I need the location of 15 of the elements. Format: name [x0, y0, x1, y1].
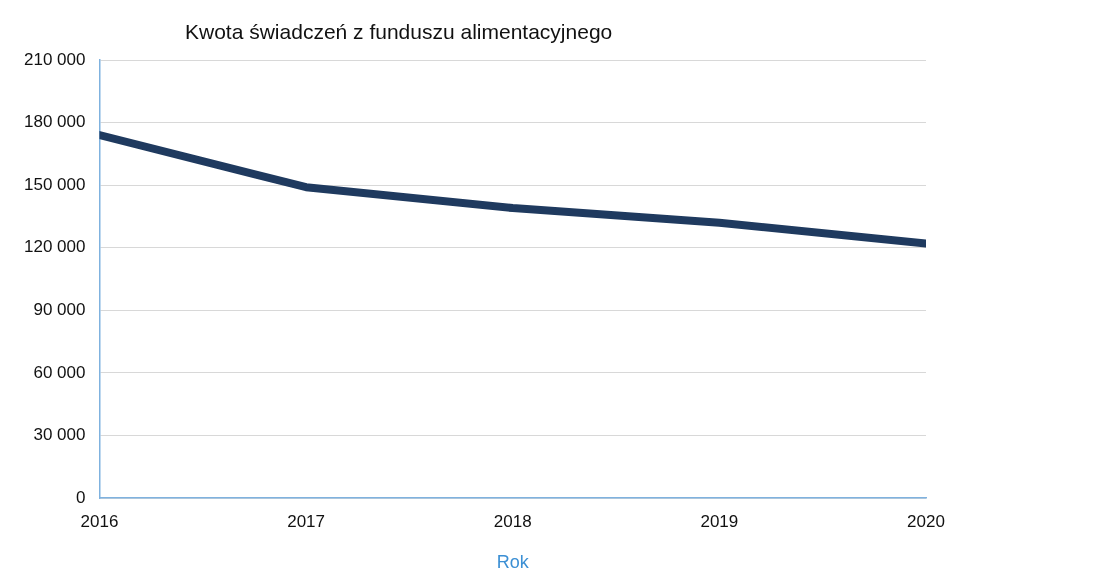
x-tick-label: 2016 — [80, 511, 119, 531]
x-tick-label: 2019 — [700, 511, 739, 531]
y-tick-label: 60 000 — [33, 362, 86, 382]
y-tick-label: 150 000 — [24, 174, 86, 194]
chart-title: Kwota świadczeń z funduszu alimentacyjnego — [185, 20, 613, 44]
y-tick-label: 90 000 — [33, 299, 86, 319]
y-tick-label: 30 000 — [33, 425, 86, 445]
y-tick-label: 210 000 — [24, 49, 86, 69]
x-axis-title: Rok — [496, 552, 530, 573]
x-tick-label: 2020 — [907, 511, 945, 531]
y-tick-label: 0 — [75, 487, 86, 507]
y-tick-label: 120 000 — [24, 237, 86, 257]
x-tick-label: 2017 — [287, 511, 325, 531]
y-tick-label: 180 000 — [24, 112, 86, 132]
x-tick-label: 2018 — [493, 511, 532, 531]
